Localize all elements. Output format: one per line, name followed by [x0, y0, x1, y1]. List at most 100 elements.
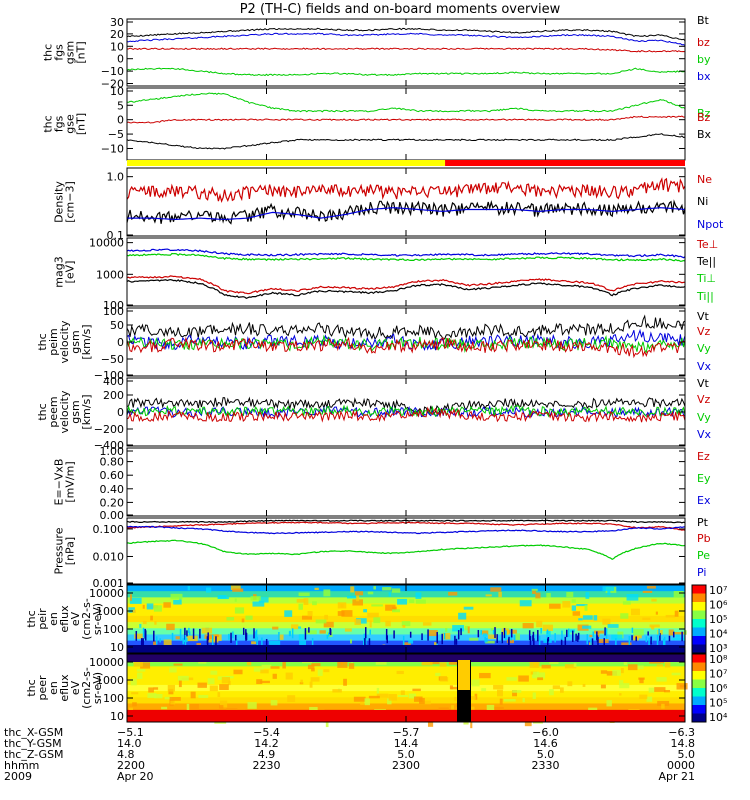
y-tick-label: 20 [110, 28, 124, 41]
spectrogram-patch [642, 617, 651, 621]
series-line-by [126, 67, 686, 77]
spectrogram-noise [256, 638, 258, 649]
spectrogram-patch [463, 606, 474, 610]
footer-value: 2230 [253, 759, 281, 772]
y-tick-label: 1000 [96, 268, 124, 281]
spectrogram-patch [230, 585, 241, 590]
spectrogram-patch [522, 623, 534, 629]
footer-ephemeris: thc_X-GSMthc_Y-GSMthc_Z-GSMhhmm2009−5.11… [4, 726, 695, 783]
spectrogram-noise [421, 633, 423, 641]
spectrogram-patch [537, 677, 544, 681]
spectrogram-patch [376, 687, 380, 694]
spectrogram-patch [206, 587, 212, 593]
spectrogram-noise [672, 631, 675, 638]
legend-entry: Vy [697, 342, 711, 355]
spectrogram-noise [480, 630, 482, 635]
spectrogram-noise [441, 633, 443, 645]
y-tick-label: 10000 [89, 656, 124, 669]
spectrogram-band [127, 615, 685, 623]
spectrogram-noise [363, 637, 365, 648]
spectrogram-patch [354, 619, 361, 625]
y-tick-label: 0.001 [93, 577, 125, 590]
spectrogram-patch [270, 666, 280, 669]
spectrogram-noise [254, 631, 257, 642]
spectrogram-noise [628, 636, 631, 646]
spectrogram-patch [198, 694, 209, 698]
spectrogram-noise [510, 628, 513, 638]
spectrogram-patch [439, 662, 447, 667]
spectrogram-noise [681, 631, 683, 642]
spectrogram-patch [132, 609, 136, 613]
spectrogram-patch [562, 601, 571, 608]
y-axis-label: eV [69, 611, 82, 626]
legend-entry: Ni [697, 195, 708, 208]
y-tick-label: 100 [103, 305, 124, 318]
spectrogram-patch [251, 641, 257, 645]
spectrogram-patch [323, 669, 330, 673]
spectrogram-noise [265, 638, 268, 650]
y-tick-label: 30 [110, 16, 124, 29]
spectrogram-noise [184, 627, 186, 640]
spectrogram-noise [658, 628, 660, 636]
spectrogram-noise [645, 636, 648, 643]
spectrogram-patch [541, 664, 551, 669]
spectrogram-noise [311, 637, 314, 649]
spectrogram-patch [261, 664, 272, 669]
spectrogram-patch [674, 610, 679, 617]
spectrogram-patch [356, 595, 360, 602]
y-axis-label: gse [64, 114, 77, 134]
spectrogram-patch [350, 586, 355, 593]
legend-entry: Vy [697, 411, 711, 424]
legend-entry: Vt [697, 377, 710, 390]
spectrogram-noise [537, 629, 539, 642]
legend-entry: Vx [697, 428, 712, 441]
spectrogram-patch [607, 624, 619, 628]
colorbar-segment [692, 644, 706, 654]
spectrogram-patch [600, 670, 608, 674]
spectrogram-patch [421, 659, 433, 666]
legend-entry: Vz [697, 393, 711, 406]
spectrogram-noise [182, 638, 185, 645]
legend-entry: Te|| [696, 255, 716, 268]
spectrogram-patch [588, 707, 598, 712]
spectrogram-patch [506, 639, 515, 644]
spectrogram-noise [261, 637, 263, 649]
y-axis-label: [mV/m] [64, 461, 77, 502]
y-tick-label: −10 [101, 65, 124, 78]
footer-row-label: thc_Z-GSM [4, 748, 64, 761]
y-axis-label: fgs [53, 115, 66, 132]
spectrogram-noise [591, 638, 594, 648]
colorbar-segment [692, 654, 706, 663]
spectrogram-noise [179, 628, 182, 641]
spectrogram-patch [344, 628, 352, 632]
footer-value: 14.2 [254, 737, 279, 750]
spectrogram-noise [186, 630, 188, 637]
spectrogram-patch [397, 598, 408, 605]
y-axis-label: velocity [58, 390, 71, 433]
spectrogram-patch [602, 618, 611, 625]
spectrogram-patch [367, 612, 379, 618]
footer-value: 14.8 [671, 737, 696, 750]
legend-entry: Bz [697, 111, 711, 124]
spectrogram-noise [668, 635, 671, 642]
spectrogram-patch [606, 700, 612, 707]
y-tick-label: −100 [94, 369, 124, 382]
spectrogram-noise [505, 630, 507, 640]
spectrogram-patch [503, 699, 516, 702]
y-tick-label: 10 [110, 85, 124, 98]
spectrogram-patch [285, 672, 293, 680]
spectrogram-noise [228, 633, 230, 640]
legend-entry: Bz [697, 107, 711, 120]
y-axis-label: Pressure [53, 527, 66, 574]
spectrogram-patch [532, 692, 536, 699]
spectrogram-patch [479, 672, 491, 679]
legend-entry: Pi [697, 566, 706, 579]
spectrogram-patch [284, 610, 293, 617]
panel-density: Ne Ni Npot 1.0 0.1 Density[cm−3] [53, 167, 724, 242]
spectrogram-noise [329, 629, 332, 636]
spectrogram-noise [615, 638, 617, 648]
spectrogram-patch [672, 637, 685, 641]
spectrogram-patch [129, 594, 132, 601]
spectrogram-patch [529, 661, 540, 669]
